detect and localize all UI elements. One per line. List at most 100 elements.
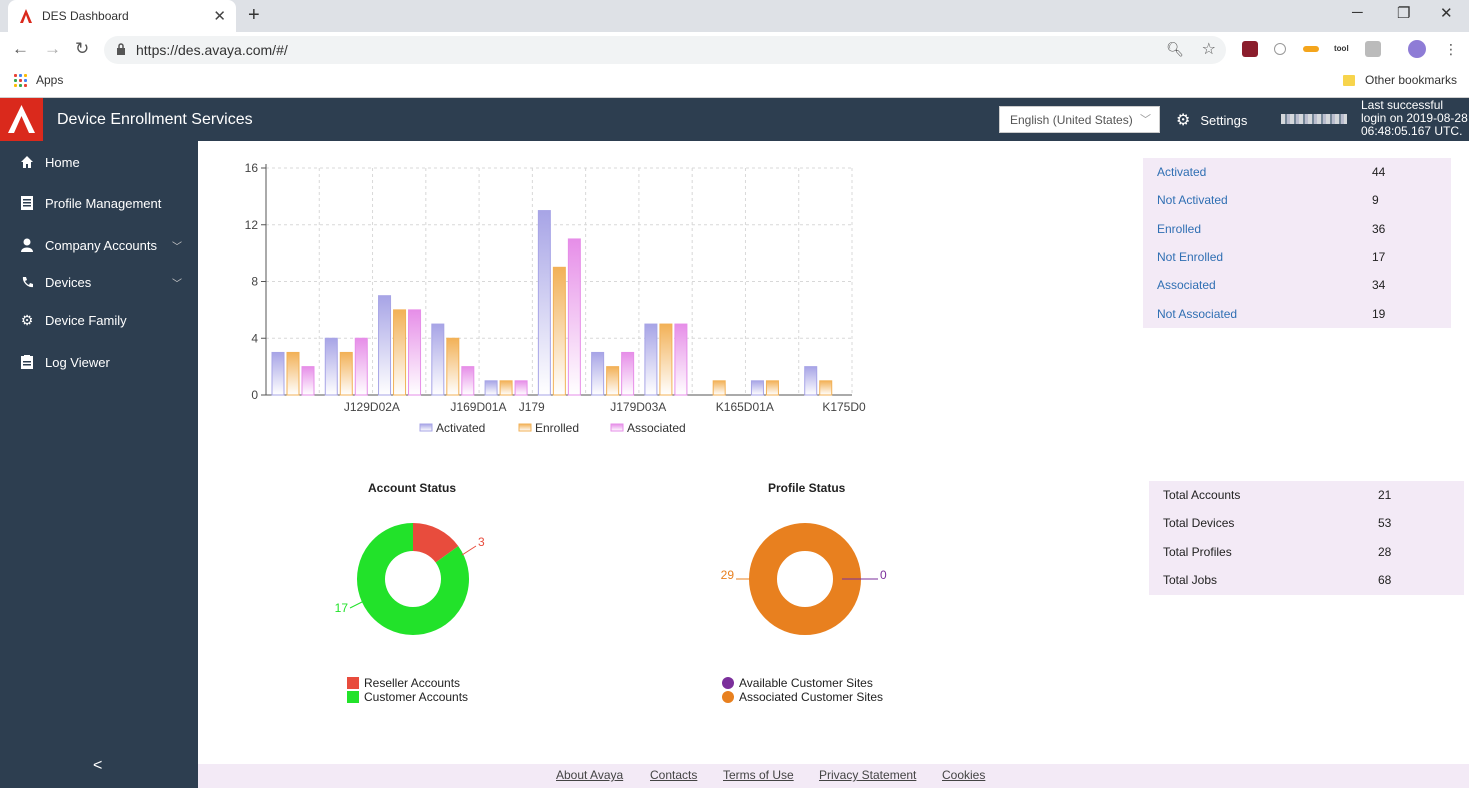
sidebar-item-devices[interactable]: Devices ﹀ (0, 262, 198, 302)
stat-link-not-enrolled[interactable]: Not Enrolled (1157, 250, 1224, 265)
zoom-icon[interactable]: 🔍︎ (1166, 41, 1184, 57)
profile-avatar-icon[interactable] (1408, 40, 1426, 58)
extension-orange-icon[interactable] (1303, 46, 1319, 52)
stat-link-associated[interactable]: Associated (1157, 278, 1216, 293)
legend-label: Available Customer Sites (739, 676, 873, 690)
last-login-line1: Last successful (1361, 98, 1444, 112)
window-close-icon[interactable]: ✕ (1440, 5, 1453, 22)
bar-associated (461, 366, 475, 396)
stat-link-not-associated[interactable]: Not Associated (1157, 306, 1238, 321)
sidebar-item-device-family[interactable]: ⚙ Device Family (0, 300, 198, 340)
stat-link-not-activated[interactable]: Not Activated (1157, 193, 1228, 208)
user-icon (20, 238, 34, 252)
total-label: Total Profiles (1163, 544, 1232, 559)
footer-link-about-avaya[interactable]: About Avaya (556, 768, 624, 782)
stat-value: 17 (1372, 250, 1386, 265)
legend-customer-accounts[interactable]: Customer Accounts (347, 690, 468, 704)
stat-value: 34 (1372, 278, 1386, 293)
data-label-leader (349, 599, 367, 609)
legend-available-customer-sites[interactable]: Available Customer Sites (722, 676, 873, 690)
x-tick-label: J169D01A (450, 400, 506, 414)
bookmark-star-icon[interactable]: ☆ (1201, 41, 1216, 58)
footer-link-terms-of-use[interactable]: Terms of Use (723, 768, 794, 782)
donut-slice (749, 523, 861, 635)
apps-link[interactable]: Apps (36, 73, 64, 87)
bar-associated (621, 351, 635, 396)
legend-swatch-enrolled (518, 423, 532, 432)
settings-button[interactable]: ⚙ Settings (1176, 110, 1247, 130)
close-tab-icon[interactable]: ✕ (213, 8, 226, 25)
browser-menu-icon[interactable]: ⋮ (1444, 41, 1458, 57)
home-icon (20, 155, 34, 169)
language-select[interactable]: English (United States) ﹀ (999, 106, 1160, 133)
data-label: 29 (721, 568, 735, 582)
browser-tab[interactable]: DES Dashboard ✕ (8, 0, 236, 32)
account-status-title: Account Status (368, 481, 457, 495)
legend-label: Associated Customer Sites (739, 690, 884, 704)
new-tab-icon[interactable]: + (248, 4, 260, 26)
extension-text-icon[interactable]: tool (1334, 44, 1349, 53)
totals-table: Total Accounts 21 Total Devices 53 Total… (1149, 481, 1464, 595)
legend-label-enrolled: Enrolled (535, 421, 579, 435)
stat-link-enrolled[interactable]: Enrolled (1157, 221, 1202, 236)
app-header: Device Enrollment Services English (Unit… (0, 98, 1469, 141)
bar-enrolled (552, 266, 566, 396)
sidebar-item-home[interactable]: Home (0, 142, 198, 182)
legend-swatch (722, 691, 734, 703)
chevron-down-icon: ﹀ (172, 242, 182, 253)
sidebar-item-company-accounts[interactable]: Company Accounts ﹀ (0, 225, 198, 265)
bar-activated (324, 337, 338, 396)
bar-activated (750, 380, 764, 396)
stat-value: 44 (1372, 165, 1386, 180)
bar-associated (408, 309, 422, 396)
bar-enrolled (765, 380, 779, 396)
forward-icon[interactable]: → (44, 39, 61, 58)
address-bar[interactable]: https://des.avaya.com/#/ 🔍︎ ☆ (104, 36, 1226, 64)
footer-link-cookies[interactable]: Cookies (942, 768, 986, 782)
extension-shield-icon[interactable] (1242, 41, 1258, 57)
total-label: Total Accounts (1163, 488, 1241, 503)
apps-grid-icon[interactable] (14, 74, 28, 88)
last-login-line3: 06:48:05.167 UTC. (1361, 124, 1463, 138)
bar-associated (354, 337, 368, 396)
collapse-sidebar-button[interactable]: < (93, 757, 103, 774)
sidebar-item-log-viewer[interactable]: Log Viewer (0, 342, 198, 382)
stat-link-activated[interactable]: Activated (1157, 165, 1207, 180)
back-icon[interactable]: ← (12, 39, 29, 58)
chevron-down-icon: ﹀ (172, 279, 182, 290)
footer-link-privacy-statement[interactable]: Privacy Statement (819, 768, 917, 782)
legend-associated-customer-sites[interactable]: Associated Customer Sites (722, 690, 883, 704)
username-redacted[interactable] (1281, 114, 1347, 124)
last-login-line2: login on 2019-08-28 (1361, 111, 1468, 125)
reload-icon[interactable]: ↻ (75, 39, 90, 58)
stat-value: 36 (1372, 221, 1386, 236)
browser-tabstrip: DES Dashboard ✕ + ─ ❐ ✕ (0, 0, 1469, 32)
app-title: Device Enrollment Services (57, 111, 253, 128)
bar-associated (514, 380, 528, 396)
bar-enrolled (606, 366, 620, 396)
other-bookmarks-label: Other bookmarks (1365, 73, 1458, 87)
browser-toolbar: ← → ↻ https://des.avaya.com/#/ 🔍︎ ☆ (0, 32, 1469, 68)
legend-reseller-accounts[interactable]: Reseller Accounts (347, 676, 460, 690)
x-tick-label: K175D02A (822, 400, 866, 414)
sidebar-item-profile-management[interactable]: Profile Management (0, 183, 198, 223)
y-tick-label: 8 (251, 275, 258, 289)
restore-icon[interactable]: ❐ (1397, 5, 1411, 22)
x-tick-label: J179D03A (610, 400, 666, 414)
minimize-icon[interactable]: ─ (1352, 4, 1363, 21)
donut-slice (357, 523, 469, 635)
bar-activated (537, 210, 551, 396)
avaya-logo[interactable] (0, 98, 43, 141)
data-label: 17 (335, 601, 349, 615)
extension-s-icon[interactable] (1365, 41, 1381, 57)
footer: About Avaya Contacts Terms of Use Privac… (198, 764, 1469, 788)
other-bookmarks[interactable]: Other bookmarks (1343, 73, 1457, 87)
bar-activated (644, 323, 658, 396)
sidebar-item-label: Device Family (45, 312, 127, 328)
extension-circle-icon[interactable] (1274, 43, 1286, 55)
bookmarks-bar: Apps Other bookmarks (0, 68, 1469, 98)
bar-activated (484, 380, 498, 396)
footer-link-contacts[interactable]: Contacts (650, 768, 698, 782)
total-value: 53 (1378, 516, 1392, 531)
total-label: Total Jobs (1163, 573, 1218, 588)
